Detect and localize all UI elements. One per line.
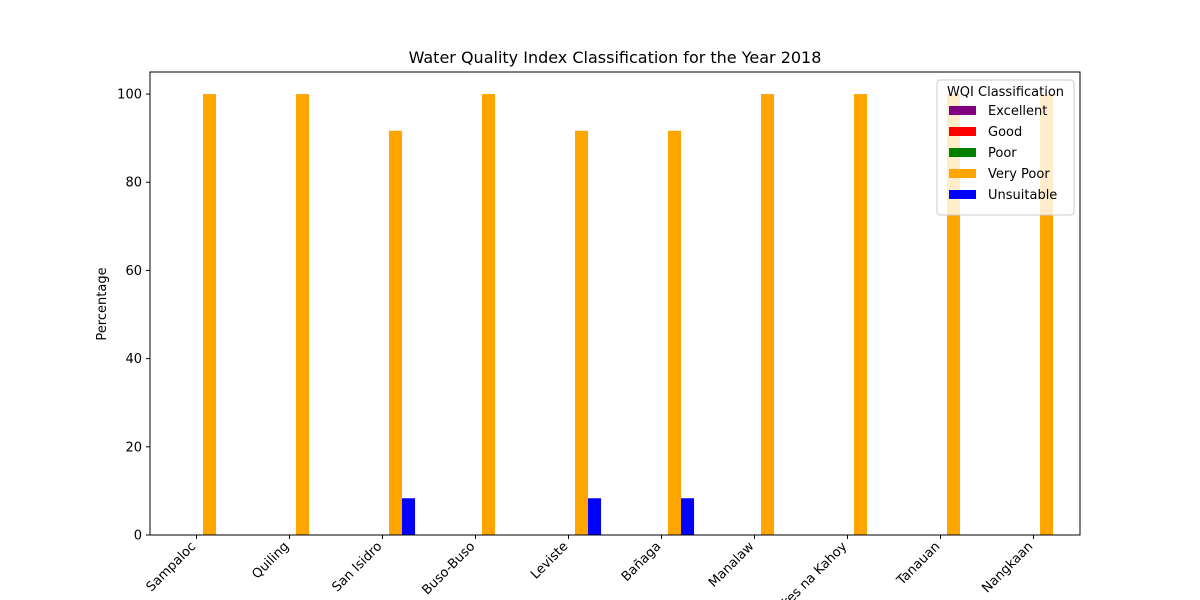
legend: WQI Classification Excellent Good Poor Very … xyxy=(936,79,1075,216)
y-tick-label: 40 xyxy=(125,352,142,367)
x-tick-label: Nangkaan xyxy=(979,539,1036,596)
bar-very-poor-4 xyxy=(575,130,589,535)
legend-swatch-unsuitable xyxy=(949,190,976,199)
x-tick-label: Tanauan xyxy=(894,539,944,589)
legend-label-poor: Poor xyxy=(988,146,1017,161)
legend-title: WQI Classification xyxy=(947,85,1064,100)
bar-very-poor-5 xyxy=(668,130,682,535)
bar-very-poor-1 xyxy=(296,94,310,536)
bar-unsuitable-5 xyxy=(681,498,695,535)
x-tick-label: San Isidro xyxy=(329,539,385,595)
bar-very-poor-0 xyxy=(203,94,217,536)
bar-very-poor-7 xyxy=(854,94,868,536)
chart-title: Water Quality Index Classification for t… xyxy=(409,48,822,67)
x-tick-label: Buso-Buso xyxy=(419,539,478,598)
y-tick-label: 20 xyxy=(125,440,142,455)
y-tick-label: 0 xyxy=(134,529,142,544)
plot-frame xyxy=(149,71,1081,536)
y-tick-label: 100 xyxy=(117,88,142,103)
bar-very-poor-2 xyxy=(389,130,403,535)
x-tick-label: Leviste xyxy=(528,539,571,582)
bar-very-poor-6 xyxy=(761,94,775,536)
legend-swatch-poor xyxy=(949,148,976,157)
legend-label-excellent: Excellent xyxy=(988,104,1047,119)
y-tick-label: 60 xyxy=(125,264,142,279)
y-axis-label: Percentage xyxy=(95,267,110,340)
x-tick-label: Sampaloc xyxy=(144,539,200,595)
x-tick-label: Quiling xyxy=(249,539,292,582)
legend-label-good: Good xyxy=(988,125,1022,140)
legend-swatch-good xyxy=(949,127,976,136)
x-tick-label: Manalaw xyxy=(706,539,758,591)
legend-label-very-poor: Very Poor xyxy=(988,167,1050,182)
x-tick-label: Tres na Kahoy xyxy=(775,539,851,600)
bars-layer xyxy=(203,94,1054,536)
legend-swatch-excellent xyxy=(949,106,976,115)
bar-unsuitable-2 xyxy=(402,498,416,535)
bar-very-poor-3 xyxy=(482,94,496,536)
y-tick-label: 80 xyxy=(125,176,142,191)
x-tick-label: Bañaga xyxy=(619,539,664,584)
bar-unsuitable-4 xyxy=(588,498,602,535)
legend-label-unsuitable: Unsuitable xyxy=(988,188,1057,203)
legend-swatch-very-poor xyxy=(949,169,976,178)
